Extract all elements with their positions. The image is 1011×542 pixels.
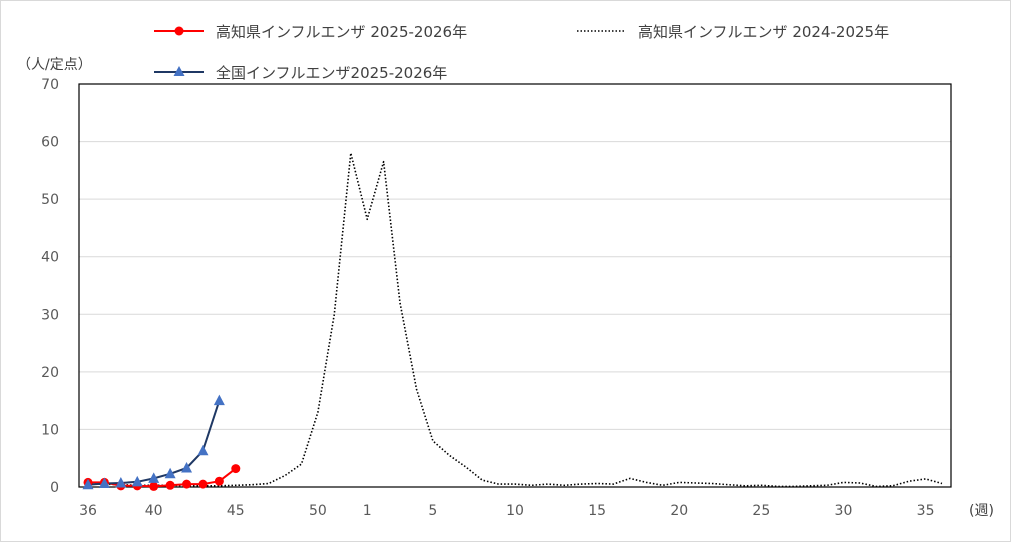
- x-tick-label: 1: [363, 503, 372, 519]
- data-point-national-2025: [181, 462, 193, 473]
- x-tick-label: 50: [309, 503, 327, 519]
- x-tick-label: 20: [670, 503, 688, 519]
- data-point-national-2025: [131, 475, 143, 487]
- y-unit-label: （人/定点）: [17, 57, 92, 73]
- x-unit-label: (週): [969, 503, 994, 519]
- data-point-national-2025: [164, 467, 176, 479]
- x-tick-label: 5: [428, 503, 437, 519]
- y-tick-label: 20: [41, 365, 59, 381]
- legend-item-kochi-2025: 高知県インフルエンザ 2025-2026年: [154, 23, 467, 41]
- y-tick-label: 0: [50, 480, 59, 496]
- data-point-national-2025: [115, 476, 127, 488]
- x-axis-ticks: 36 40 45 50 1 5 10 15 20 25 30 35: [79, 503, 934, 519]
- data-point-kochi-2025: [231, 464, 241, 474]
- legend: 高知県インフルエンザ 2025-2026年 高知県インフルエンザ 2024-20…: [154, 23, 889, 82]
- legend-label-national-2025: 全国インフルエンザ2025-2026年: [216, 64, 447, 82]
- series-layer: [82, 152, 943, 491]
- y-tick-label: 70: [41, 77, 59, 93]
- series-line-kochi-2024: [88, 152, 943, 488]
- data-point-kochi-2025: [149, 481, 159, 491]
- x-tick-label: 36: [79, 503, 97, 519]
- plot-area: [79, 84, 951, 487]
- data-point-national-2025: [197, 444, 209, 456]
- y-axis-ticks: 0 10 20 30 40 50 60 70: [41, 77, 59, 496]
- legend-label-kochi-2025: 高知県インフルエンザ 2025-2026年: [216, 23, 467, 41]
- legend-item-kochi-2024: 高知県インフルエンザ 2024-2025年: [577, 23, 889, 41]
- y-tick-label: 10: [41, 422, 59, 438]
- data-point-kochi-2025: [182, 479, 192, 489]
- y-tick-label: 50: [41, 192, 59, 208]
- x-tick-label: 35: [917, 503, 935, 519]
- x-tick-label: 45: [227, 503, 245, 519]
- data-point-national-2025: [213, 394, 225, 406]
- data-point-kochi-2025: [198, 479, 208, 489]
- y-tick-label: 40: [41, 250, 59, 266]
- data-point-national-2025: [98, 477, 110, 489]
- y-tick-label: 60: [41, 135, 59, 151]
- x-tick-label: 30: [835, 503, 853, 519]
- grid-lines: [79, 141, 951, 430]
- y-tick-label: 30: [41, 307, 59, 323]
- legend-item-national-2025: 全国インフルエンザ2025-2026年: [154, 64, 447, 82]
- data-point-kochi-2025: [214, 476, 224, 486]
- x-tick-label: 40: [145, 503, 163, 519]
- x-tick-label: 10: [506, 503, 524, 519]
- plot-border: [78, 83, 952, 488]
- legend-label-kochi-2024: 高知県インフルエンザ 2024-2025年: [638, 23, 889, 41]
- data-point-kochi-2025: [165, 480, 175, 490]
- x-tick-label: 25: [752, 503, 770, 519]
- legend-marker-national-2025: [173, 66, 185, 76]
- data-point-national-2025: [148, 472, 160, 483]
- x-tick-label: 15: [588, 503, 606, 519]
- data-point-national-2025: [82, 478, 94, 490]
- legend-marker-kochi-2025: [174, 26, 184, 36]
